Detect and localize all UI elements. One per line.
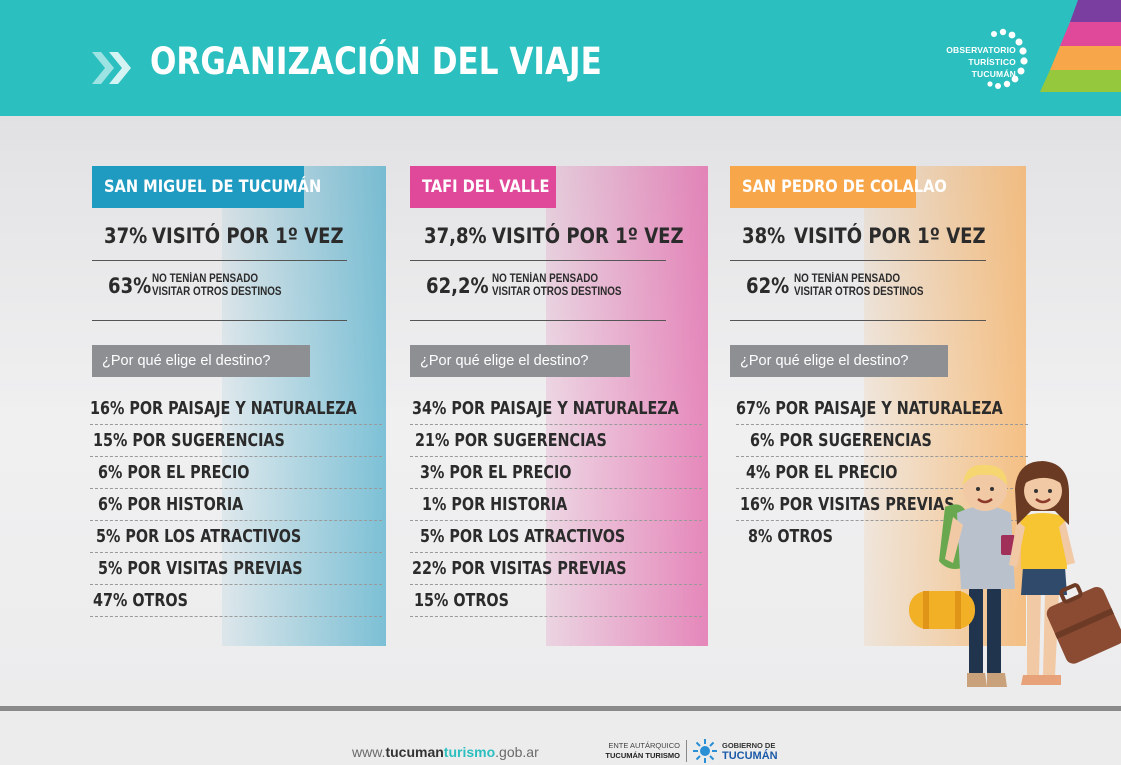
first-visit-value: 37%: [104, 224, 148, 248]
gobierno-logo: GOBIERNO DE TUCUMÁN: [722, 741, 778, 762]
list-item: 34% POR PAISAJE Y NATURALEZA: [410, 393, 702, 425]
list-item: 16% POR PAISAJE Y NATURALEZA: [90, 393, 382, 425]
question-label: ¿Por qué elige el destino?: [410, 345, 630, 377]
first-visit-label: VISITÓ POR 1º VEZ: [492, 224, 684, 248]
label-line-2: VISITAR OTROS DESTINOS: [492, 286, 622, 298]
first-visit-stat: 37,8% VISITÓ POR 1º VEZ: [424, 220, 715, 252]
gob-line-1: GOBIERNO DE: [722, 741, 776, 750]
list-item: 5% POR VISITAS PREVIAS: [90, 553, 382, 585]
list-item: 15% POR SUGERENCIAS: [90, 425, 382, 457]
url-prefix: www.: [352, 744, 386, 760]
first-visit-stat: 37% VISITÓ POR 1º VEZ: [104, 220, 375, 252]
list-item: 67% POR PAISAJE Y NATURALEZA: [736, 393, 1028, 425]
list-item: 4% POR EL PRECIO: [736, 457, 1028, 489]
other-destinations-stat: 62,2% NO TENÍAN PENSADO VISITAR OTROS DE…: [426, 270, 643, 302]
url-suffix: .gob.ar: [495, 744, 539, 760]
gob-line-2: TUCUMÁN: [722, 750, 778, 762]
list-item: 1% POR HISTORIA: [410, 489, 702, 521]
divider: [410, 320, 666, 321]
label-line-1: NO TENÍAN PENSADO: [152, 273, 259, 285]
reasons-list-san-miguel: 16% POR PAISAJE Y NATURALEZA 15% POR SUG…: [90, 393, 382, 617]
other-destinations-value: 63%: [108, 274, 152, 298]
label-line-1: NO TENÍAN PENSADO: [492, 273, 599, 285]
label-line-1: NO TENÍAN PENSADO: [794, 273, 901, 285]
color-stripes-decoration: [1030, 0, 1121, 116]
column-2-background: [546, 166, 708, 646]
other-destinations-value: 62,2%: [426, 274, 489, 298]
list-item: 15% OTROS: [410, 585, 702, 617]
logo-line-2: TURÍSTICO: [968, 57, 1016, 67]
other-destinations-label: NO TENÍAN PENSADO VISITAR OTROS DESTINOS: [152, 273, 281, 299]
question-label: ¿Por qué elige el destino?: [730, 345, 948, 377]
list-item: 6% POR EL PRECIO: [90, 457, 382, 489]
travelers-illustration-icon: [909, 461, 1121, 687]
page-title: ORGANIZACIÓN DEL VIAJE: [150, 40, 602, 83]
destination-title-san-pedro: SAN PEDRO DE COLALAO: [730, 166, 947, 208]
divider: [730, 320, 986, 321]
first-visit-value: 38%: [742, 224, 786, 248]
list-item: 8% OTROS: [748, 527, 833, 547]
list-item: 21% POR SUGERENCIAS: [410, 425, 702, 457]
list-item: 5% POR LOS ATRACTIVOS: [90, 521, 382, 553]
url-brand-2: turismo: [443, 744, 496, 760]
footer-logo-separator: [686, 740, 687, 762]
label-line-2: VISITAR OTROS DESTINOS: [794, 286, 924, 298]
first-visit-label: VISITÓ POR 1º VEZ: [794, 224, 986, 248]
other-destinations-label: NO TENÍAN PENSADO VISITAR OTROS DESTINOS: [492, 273, 621, 299]
list-item: 16% POR VISITAS PREVIAS: [736, 489, 1028, 521]
logo-line-3: TUCUMÁN: [971, 69, 1016, 79]
ente-autarquico-logo: ENTE AUTÁRQUICO TUCUMÁN TURISMO: [598, 741, 680, 761]
list-item: 47% OTROS: [90, 585, 382, 617]
list-item: 5% POR LOS ATRACTIVOS: [410, 521, 702, 553]
destination-title-tafi: TAFI DEL VALLE: [410, 166, 556, 208]
other-destinations-stat: 62% NO TENÍAN PENSADO VISITAR OTROS DEST…: [746, 270, 945, 302]
logo-line-1: OBSERVATORIO: [946, 45, 1016, 55]
sun-logo-icon: [693, 739, 717, 763]
ente-line-1: ENTE AUTÁRQUICO: [608, 741, 680, 750]
column-1-background: [222, 166, 386, 646]
reasons-list-tafi: 34% POR PAISAJE Y NATURALEZA 21% POR SUG…: [410, 393, 702, 617]
first-visit-label: VISITÓ POR 1º VEZ: [152, 224, 344, 248]
divider: [92, 320, 347, 321]
url-brand-1: tucuman: [385, 744, 444, 760]
list-item: 22% POR VISITAS PREVIAS: [410, 553, 702, 585]
other-destinations-label: NO TENÍAN PENSADO VISITAR OTROS DESTINOS: [794, 273, 923, 299]
question-label: ¿Por qué elige el destino?: [92, 345, 310, 377]
list-item: 6% POR HISTORIA: [90, 489, 382, 521]
double-chevron-right-icon: [92, 52, 131, 84]
divider: [730, 260, 986, 261]
footer-website-link[interactable]: www.tucumanturismo.gob.ar: [352, 744, 539, 760]
list-item: 3% POR EL PRECIO: [410, 457, 702, 489]
destination-title-san-miguel: SAN MIGUEL DE TUCUMÁN: [92, 166, 321, 208]
dot-ring-logo-icon: [987, 28, 1028, 89]
divider: [92, 260, 347, 261]
label-line-2: VISITAR OTROS DESTINOS: [152, 286, 282, 298]
observatorio-logo-text: OBSERVATORIO TURÍSTICO TUCUMÁN: [936, 44, 1016, 80]
list-item: 6% POR SUGERENCIAS: [736, 425, 1028, 457]
footer-divider: [0, 706, 1121, 711]
other-destinations-value: 62%: [746, 274, 790, 298]
header-banner: ORGANIZACIÓN DEL VIAJE OBSERVATORIO TURÍ…: [0, 0, 1121, 116]
first-visit-stat: 38% VISITÓ POR 1º VEZ: [742, 220, 1017, 252]
ente-line-2: TUCUMÁN TURISMO: [605, 751, 680, 760]
first-visit-value: 37,8%: [424, 224, 487, 248]
other-destinations-stat: 63% NO TENÍAN PENSADO VISITAR OTROS DEST…: [108, 270, 303, 302]
reasons-list-san-pedro: 67% POR PAISAJE Y NATURALEZA 6% POR SUGE…: [736, 393, 1028, 553]
divider: [410, 260, 666, 261]
